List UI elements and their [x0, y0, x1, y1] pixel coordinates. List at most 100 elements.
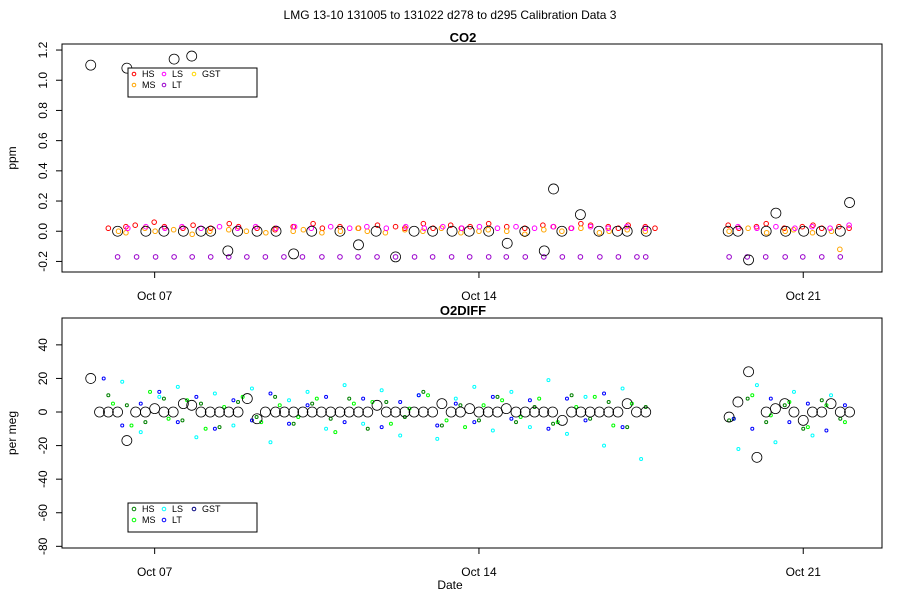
o2diff-point-run-mean-black-circles [436, 398, 448, 410]
o2diff-point-lt [750, 426, 755, 431]
co2-point-ms [828, 228, 835, 235]
o2diff-point-ls [157, 394, 162, 399]
co2-point-run-mean-black-circles [390, 251, 401, 263]
co2-point-ls [754, 225, 760, 232]
co2-point-ls [440, 223, 446, 230]
o2diff-point-run-mean-black-circles [259, 406, 271, 418]
co2-point-run-mean-black-circles [306, 225, 318, 237]
co2-point-lt [171, 254, 177, 260]
o2diff-legend-label-ms: MS [142, 515, 156, 525]
o2diff-point-ls [546, 378, 551, 383]
o2diff-point-hs [254, 415, 259, 420]
o2diff-point-run-mean-black-circles [556, 415, 568, 426]
o2diff-point-run-mean-black-circles [214, 406, 225, 418]
o2diff-point-run-mean-black-circles [445, 406, 457, 418]
o2diff-point-ls [398, 433, 403, 438]
o2diff-panel: O2DIFF per meg Date -80 -60 -40 -20 0 20 40 Oc… [5, 303, 883, 592]
o2diff-point-lt [268, 391, 273, 396]
co2-point-hs [132, 222, 138, 228]
o2diff-x-tick-label: Oct 14 [461, 565, 497, 579]
o2diff-point-run-mean-black-circles [510, 406, 522, 418]
co2-point-lt [597, 254, 603, 260]
o2diff-point-lt [768, 396, 773, 401]
o2diff-point-hs [124, 403, 129, 408]
co2-point-hs [652, 225, 658, 232]
o2diff-legend-label-ls: LS [172, 504, 183, 514]
co2-point-run-mean-black-circles [501, 237, 513, 249]
o2diff-point-run-mean-black-circles [834, 406, 846, 418]
o2diff-point-hs [106, 393, 111, 398]
co2-point-hs [190, 222, 196, 228]
o2diff-point-ls [453, 396, 458, 401]
o2diff-point-ms [481, 403, 486, 408]
o2diff-point-hs [439, 423, 444, 428]
o2diff-point-run-mean-black-circles [297, 406, 309, 418]
o2diff-point-run-mean-black-circles [417, 406, 429, 418]
co2-point-lt [133, 254, 140, 260]
co2-legend-marker-lt [161, 82, 167, 88]
o2diff-point-ms [611, 423, 616, 428]
o2diff-legend-marker-lt [161, 517, 167, 523]
co2-point-lt [225, 254, 232, 260]
co2-point-ms [642, 228, 649, 235]
co2-point-hs [485, 220, 492, 227]
o2diff-point-run-mean-black-circles [316, 406, 327, 418]
co2-point-run-mean-black-circles [112, 225, 123, 237]
o2diff-data-points [85, 366, 855, 463]
co2-point-ms [578, 225, 584, 232]
o2diff-point-hs [384, 399, 389, 404]
o2diff-point-ls [305, 389, 310, 394]
o2diff-point-run-mean-black-circles [575, 406, 587, 418]
o2diff-point-ms [166, 416, 171, 421]
co2-point-ms [123, 229, 129, 236]
o2diff-x-axis: Oct 07 Oct 14 Oct 21 [137, 548, 821, 579]
co2-point-ms [809, 229, 816, 236]
co2-point-ms [596, 229, 603, 236]
o2diff-point-ls [736, 446, 741, 451]
co2-legend-marker-ms [131, 82, 137, 88]
o2diff-point-run-mean-black-circles [482, 406, 494, 418]
o2diff-point-ms [333, 430, 338, 435]
co2-point-run-mean-black-circles [446, 225, 458, 237]
co2-point-run-mean-black-circles [612, 225, 623, 237]
co2-point-hs [846, 225, 852, 232]
o2diff-point-run-mean-black-circles [807, 406, 818, 418]
o2diff-point-run-mean-black-circles [427, 406, 439, 418]
o2diff-point-run-mean-black-circles [399, 406, 411, 418]
o2diff-point-ms [148, 389, 153, 394]
co2-point-run-mean-black-circles [519, 225, 531, 237]
co2-point-hs [226, 220, 233, 227]
o2diff-point-hs [236, 399, 241, 404]
co2-x-axis: Oct 07 Oct 14 Oct 21 [137, 272, 821, 303]
co2-point-ms [243, 228, 250, 235]
co2-point-run-mean-black-circles [251, 225, 263, 237]
o2diff-y-tick-label: 40 [36, 338, 50, 352]
o2diff-point-run-mean-black-circles [112, 406, 123, 418]
o2diff-point-run-mean-black-circles [566, 406, 578, 418]
o2diff-point-hs [606, 399, 611, 404]
co2-point-run-mean-black-circles [353, 239, 364, 251]
o2diff-point-run-mean-black-circles [186, 399, 198, 411]
o2diff-point-run-mean-black-circles [325, 406, 337, 418]
o2diff-point-run-mean-black-circles [825, 398, 837, 410]
o2diff-point-ms [805, 425, 810, 430]
o2diff-point-run-mean-black-circles [408, 406, 420, 418]
co2-point-ls [383, 225, 390, 232]
o2diff-point-ms [222, 404, 227, 409]
co2-point-hs [725, 222, 731, 228]
co2-point-run-mean-black-circles [640, 225, 652, 237]
co2-point-run-mean-black-circles [575, 209, 586, 221]
o2diff-point-run-mean-black-circles [797, 415, 809, 426]
co2-point-lt [615, 254, 622, 260]
co2-point-run-mean-black-circles [85, 59, 97, 71]
o2diff-point-ms [203, 426, 208, 431]
o2diff-point-hs [745, 396, 750, 401]
co2-point-ms [420, 228, 426, 235]
o2diff-y-tick-label: -60 [36, 504, 50, 522]
o2diff-legend-marker-hs [131, 506, 137, 512]
o2diff-point-ls [324, 426, 329, 431]
o2diff-point-run-mean-black-circles [751, 451, 763, 463]
o2diff-point-lt [379, 425, 384, 430]
o2diff-point-run-mean-black-circles [139, 406, 151, 418]
co2-point-run-mean-black-circles [177, 225, 189, 237]
